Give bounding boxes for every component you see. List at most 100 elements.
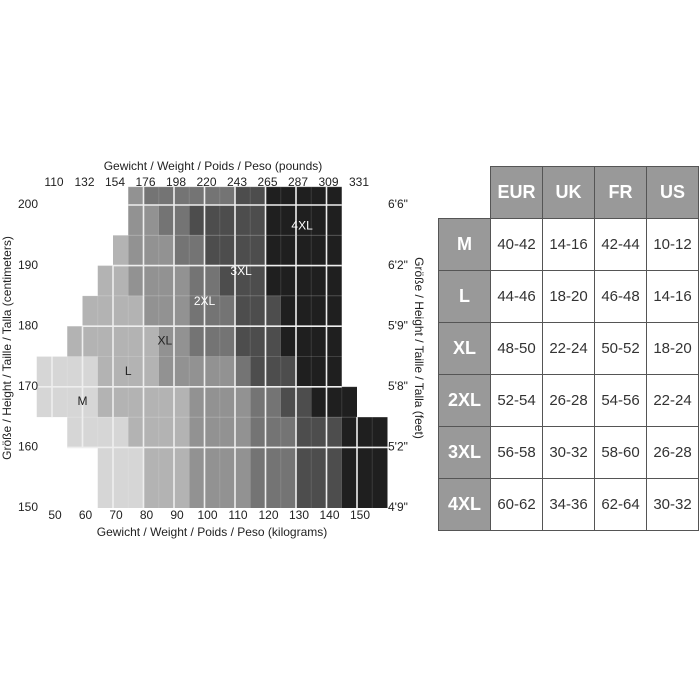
- top-axis-title: Gewicht / Weight / Poids / Peso (pounds): [103, 159, 323, 173]
- size-region-4xl: [311, 386, 357, 418]
- y-tick-cm: 200: [18, 197, 38, 211]
- header-eur: EUR: [490, 166, 543, 219]
- table-row: 2XL 52-54 26-28 54-56 22-24: [438, 374, 699, 427]
- table-row: XL 48-50 22-24 50-52 18-20: [438, 322, 699, 375]
- size-region-l: [97, 356, 159, 387]
- size-region-l: [128, 417, 190, 448]
- size-region-xl: [128, 265, 190, 296]
- size-region-m: [36, 386, 98, 418]
- x-tick-kg: 140: [319, 508, 339, 522]
- x-tick-kg: 100: [197, 508, 217, 522]
- size-chart: M L XL 2XL 3XL 4XL 50 60 70 80 90 100 110 120 130 140 15…: [18, 175, 408, 522]
- size-region-4xl: [265, 205, 342, 236]
- cell: 34-36: [542, 478, 595, 531]
- size-region-2xl: [235, 356, 251, 387]
- size-region-l: [143, 447, 190, 508]
- size-label-2xl: 2XL: [194, 294, 216, 308]
- cell: 10-12: [646, 218, 699, 271]
- size-region-xl: [128, 186, 144, 205]
- y-tick-ft: 5'8": [388, 379, 408, 393]
- cell: 50-52: [594, 322, 647, 375]
- cell: 18-20: [542, 270, 595, 323]
- right-axis-title: Größe / Height / Taille / Talla (feet): [412, 257, 426, 439]
- x-tick-lb: 220: [196, 175, 216, 189]
- y-tick-ft: 4'9": [388, 500, 408, 514]
- row-size: XL: [438, 322, 491, 375]
- y-tick-cm: 160: [18, 440, 38, 454]
- y-tick-cm: 150: [18, 500, 38, 514]
- cell: 30-32: [646, 478, 699, 531]
- size-region-xl: [143, 295, 190, 327]
- cell: 48-50: [490, 322, 543, 375]
- size-region-xl: [128, 235, 174, 266]
- x-tick-lb: 176: [135, 175, 155, 189]
- size-region-m: [36, 356, 98, 387]
- size-region-3xl: [296, 447, 342, 508]
- y-tick-ft: 5'9": [388, 318, 408, 332]
- x-tick-lb: 154: [105, 175, 125, 189]
- table-corner: [438, 166, 491, 219]
- size-region-3xl: [235, 295, 281, 327]
- size-region-2xl: [250, 417, 296, 448]
- size-region-xl: [189, 386, 251, 418]
- size-region-xl: [189, 447, 251, 508]
- size-region-2xl: [143, 186, 235, 205]
- x-tick-kg: 130: [289, 508, 309, 522]
- cell: 56-58: [490, 426, 543, 479]
- x-tick-kg: 60: [79, 508, 93, 522]
- size-region-xl: [189, 417, 251, 448]
- size-label-l: L: [125, 364, 132, 378]
- header-fr: FR: [594, 166, 647, 219]
- x-tick-lb: 331: [349, 175, 369, 189]
- cell: 30-32: [542, 426, 595, 479]
- x-tick-lb: 243: [227, 175, 247, 189]
- cell: 52-54: [490, 374, 543, 427]
- size-region-2xl: [189, 326, 235, 357]
- x-tick-lb: 287: [288, 175, 308, 189]
- size-label-4xl: 4XL: [291, 218, 313, 232]
- x-tick-kg: 50: [48, 508, 62, 522]
- cell: 42-44: [594, 218, 647, 271]
- size-region-xl: [158, 356, 235, 387]
- size-label-3xl: 3XL: [230, 264, 252, 278]
- cell: 22-24: [646, 374, 699, 427]
- row-size: 2XL: [438, 374, 491, 427]
- row-size: 3XL: [438, 426, 491, 479]
- table-row: L 44-46 18-20 46-48 14-16: [438, 270, 699, 323]
- y-tick-cm: 180: [18, 318, 38, 332]
- cell: 26-28: [646, 426, 699, 479]
- x-tick-lb: 110: [44, 175, 63, 189]
- size-region-4xl: [280, 326, 342, 357]
- header-us: US: [646, 166, 699, 219]
- x-tick-kg: 90: [170, 508, 184, 522]
- bottom-axis-title: Gewicht / Weight / Poids / Peso (kilogra…: [96, 525, 328, 539]
- size-region-3xl: [189, 205, 266, 236]
- cell: 14-16: [542, 218, 595, 271]
- cell: 46-48: [594, 270, 647, 323]
- size-region-4xl: [280, 295, 342, 327]
- row-size: L: [438, 270, 491, 323]
- cell: 58-60: [594, 426, 647, 479]
- cell: 44-46: [490, 270, 543, 323]
- cell: 62-64: [594, 478, 647, 531]
- x-tick-lb: 132: [74, 175, 94, 189]
- size-region-3xl: [219, 265, 266, 296]
- size-label-m: M: [78, 394, 88, 408]
- size-region-2xl: [174, 235, 205, 266]
- x-tick-lb: 309: [318, 175, 338, 189]
- left-axis-title: Größe / Height / Taille / Talla (centime…: [0, 236, 14, 460]
- size-region-3xl: [250, 356, 296, 387]
- size-region-4xl: [265, 235, 342, 266]
- x-tick-kg: 150: [350, 508, 370, 522]
- size-region-3xl: [235, 186, 266, 205]
- cell: 54-56: [594, 374, 647, 427]
- size-region-3xl: [235, 326, 281, 357]
- x-tick-lb: 265: [257, 175, 277, 189]
- size-region-4xl: [265, 186, 342, 205]
- size-region-4xl: [296, 356, 342, 387]
- table-row: 3XL 56-58 30-32 58-60 26-28: [438, 426, 699, 479]
- y-tick-cm: 190: [18, 258, 38, 272]
- size-conversion-table: EUR UK FR US M 40-42 14-16 42-44 10-12 L 44-4…: [438, 166, 699, 531]
- size-region-l: [113, 235, 129, 266]
- cell: 18-20: [646, 322, 699, 375]
